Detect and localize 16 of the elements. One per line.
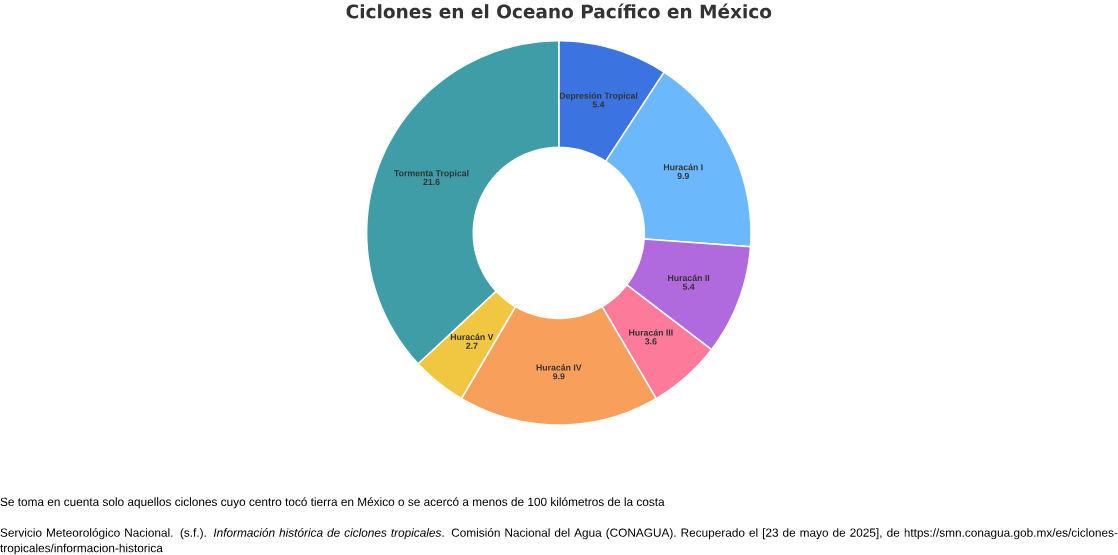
- text: Servicio Meteorológico Nacional. (s.f.). Información histórica de ciclones tropicales. Comisión Nacional del Agua (CONAGUA). Recuperado el [23 de mayo de 2025], de https://smn.conagua.gob.mx/es/ciclones-tropicales/informacion-historica: [0, 528, 1118, 555]
- slice-label: Huracán IV: [536, 364, 582, 371]
- chart-title: Ciclones en el Oceano Pacífico en México: [346, 3, 772, 19]
- data-label: 2.7: [466, 342, 478, 349]
- data-label: 9.9: [677, 173, 689, 180]
- slice-label: Huracán II: [668, 274, 710, 282]
- data-label: 9.9: [553, 373, 565, 380]
- slice-label: Tormenta Tropical: [394, 170, 469, 179]
- data-label: 5.4: [592, 101, 605, 108]
- data-label: 21.6: [423, 179, 440, 186]
- slice-label: Huracán V: [450, 333, 494, 341]
- slice-label: Huracán I: [663, 163, 703, 171]
- data-label: 5.4: [682, 283, 695, 290]
- slice-label: Huracán III: [629, 329, 673, 336]
- data-label: 3.6: [644, 338, 657, 345]
- text: Se toma en cuenta solo aquellos ciclones cuyo centro tocó tierra en México o se acercó a menos de 100 kilómetros de la costa: [0, 497, 665, 509]
